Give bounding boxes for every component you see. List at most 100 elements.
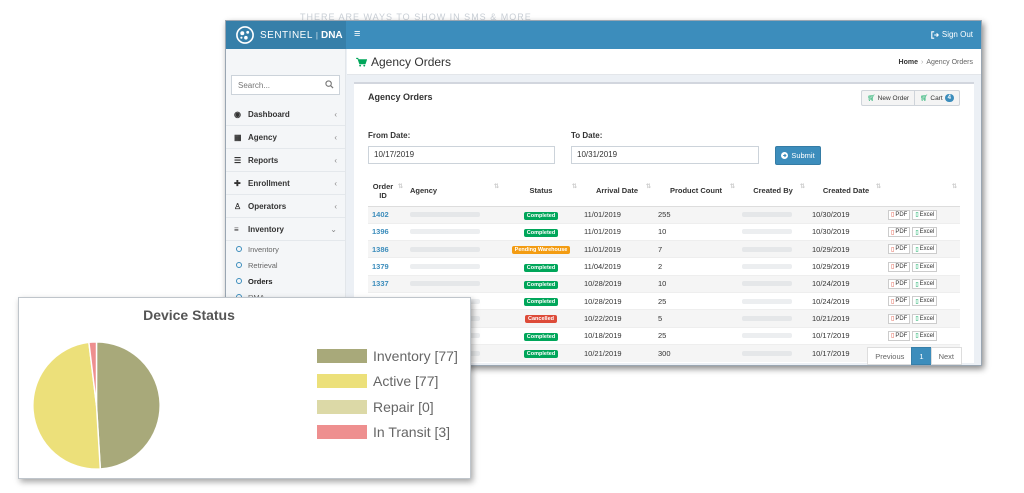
excel-button[interactable]: ▯Excel [912,313,938,324]
hamburger-icon[interactable]: ≡ [354,28,361,40]
brand-logo-area[interactable]: SENTINEL | DNA [226,21,346,49]
column-header-status[interactable]: Status ⇅ [502,176,580,207]
excel-button[interactable]: ▯Excel [912,209,938,220]
new-order-button[interactable]: 🛒︎ New Order [862,91,914,105]
sidebar-item-enrollment[interactable]: ✚ Enrollment ‹ [226,172,345,195]
sidebar-subitem-inventory[interactable]: Inventory [226,241,345,257]
sidebar-item-label: Operators [248,201,287,211]
file-pdf-icon: ▯ [891,281,895,288]
cart-icon [356,57,367,67]
redacted-created-by [742,212,792,218]
order-id-cell[interactable]: 1337 [368,274,406,293]
sidebar-subitem-retrieval[interactable]: Retrieval [226,257,345,273]
agency-cell [406,274,502,293]
order-id-link[interactable]: 1337 [372,279,389,289]
order-id-cell[interactable]: 1402 [368,205,406,224]
product-count-cell: 300 [654,343,738,362]
sidebar-subitem-label: Retrieval [248,260,278,270]
status-cell: Completed [502,222,580,241]
pdf-label: PDF [895,246,908,253]
order-id-link[interactable]: 1396 [372,227,389,237]
column-header-product-count[interactable]: Product Count ⇅ [654,176,738,207]
column-header-order-id[interactable]: Order ID ⇅ [368,176,406,207]
cart-label: Cart [930,94,943,102]
table-row[interactable]: 1379 Completed 11/04/2019 2 10/29/2019 ▯ PDF ▯ E… [368,257,960,276]
pdf-button[interactable]: ▯PDF [888,227,911,238]
table-row[interactable]: 1396 Completed 11/01/2019 10 10/30/2019 ▯ PDF ▯… [368,222,960,241]
agency-cell [406,205,502,224]
column-header-label: Arrival Date [595,186,639,196]
redacted-created-by [742,350,792,356]
from-date-input[interactable]: 10/17/2019 [368,146,555,164]
legend-item-in-transit[interactable]: In Transit [3] [317,420,458,446]
table-row[interactable]: 1337 Completed 10/28/2019 10 10/24/2019 ▯ PDF ▯… [368,274,960,293]
order-id-link[interactable]: 1379 [372,262,389,272]
excel-button[interactable]: ▯Excel [912,296,938,307]
pdf-label: PDF [895,332,908,339]
box-tools: 🛒︎ New Order 🛒︎ Cart 4 [861,90,960,106]
next-page-button[interactable]: Next [930,347,962,365]
sidebar-item-operators[interactable]: ♙ Operators ‹ [226,195,345,218]
legend-item-inventory[interactable]: Inventory [77] [317,343,458,369]
to-date-input[interactable]: 10/31/2019 [571,146,759,164]
sign-out-button[interactable]: Sign Out [931,30,973,39]
table-row[interactable]: 1386 Pending Warehouse 11/01/2019 7 10/29/20… [368,240,960,258]
column-header-label: Created By [753,186,793,196]
pdf-button[interactable]: ▯PDF [888,209,911,220]
column-header-actions: ⇅ [884,176,960,207]
breadcrumb-home[interactable]: Home [898,59,918,66]
created-by-cell [738,326,808,345]
sort-icon: ⇅ [729,184,735,190]
column-header-created-by[interactable]: Created By ⇅ [738,176,808,207]
order-id-cell[interactable]: 1396 [368,222,406,241]
column-header-created-date[interactable]: Created Date ⇅ [808,176,884,207]
file-excel-icon: ▯ [915,264,919,271]
created-by-cell [738,309,808,328]
redacted-created-by [742,229,792,235]
submit-button[interactable]: Submit [775,146,821,165]
pdf-button[interactable]: ▯PDF [888,244,911,255]
search-icon[interactable] [325,80,334,89]
device-status-pie-chart [32,341,161,470]
product-count-cell: 10 [654,222,738,241]
chevron-down-icon: ⌄ [330,224,337,234]
column-header-agency[interactable]: Agency ⇅ [406,176,502,207]
sidebar-subitem-orders[interactable]: Orders [226,273,345,289]
previous-page-button[interactable]: Previous [867,347,913,365]
order-id-link[interactable]: 1402 [372,210,389,220]
excel-button[interactable]: ▯Excel [912,330,938,341]
excel-button[interactable]: ▯Excel [912,279,938,290]
arrival-date-cell: 10/18/2019 [580,326,654,345]
legend-item-repair[interactable]: Repair [0] [317,394,458,420]
chevron-left-icon: ‹ [334,109,337,119]
legend-item-active[interactable]: Active [77] [317,369,458,395]
order-id-cell[interactable]: 1379 [368,257,406,276]
sidebar-item-agency[interactable]: ▦ Agency ‹ [226,126,345,149]
pdf-button[interactable]: ▯PDF [888,279,911,290]
submit-label: Submit [791,151,815,160]
sidebar-item-label: Enrollment [248,178,290,188]
table-row[interactable]: 1402 Completed 11/01/2019 255 10/30/2019 ▯ PDF… [368,205,960,224]
cart-button[interactable]: 🛒︎ Cart 4 [914,91,959,105]
order-id-cell[interactable]: 1386 [368,240,406,258]
pdf-button[interactable]: ▯PDF [888,313,911,324]
actions-cell: ▯PDF▯Excel [884,326,960,345]
column-header-arrival-date[interactable]: Arrival Date ⇅ [580,176,654,207]
search-input[interactable] [232,76,322,94]
page-1-button[interactable]: 1 [911,347,932,365]
pdf-button[interactable]: ▯PDF [888,261,911,272]
pdf-button[interactable]: ▯PDF [888,296,911,307]
sidebar-item-reports[interactable]: ☰ Reports ‹ [226,149,345,172]
pie-slice-in-transit [88,341,98,406]
order-id-link[interactable]: 1386 [372,244,389,254]
sidebar-item-dashboard[interactable]: ◉ Dashboard ‹ [226,103,345,126]
created-date-cell: 10/30/2019 [808,205,884,224]
excel-button[interactable]: ▯Excel [912,227,938,238]
excel-button[interactable]: ▯Excel [912,261,938,272]
pdf-button[interactable]: ▯PDF [888,330,911,341]
sidebar-item-inventory[interactable]: ≡ Inventory ⌄ [226,218,345,241]
excel-button[interactable]: ▯Excel [912,244,938,255]
content-header: Agency Orders Home › Agency Orders [347,49,981,75]
sidebar-subitem-label: Orders [248,276,273,286]
device-status-panel: Device Status Inventory [77] Active [77] R… [18,297,471,479]
